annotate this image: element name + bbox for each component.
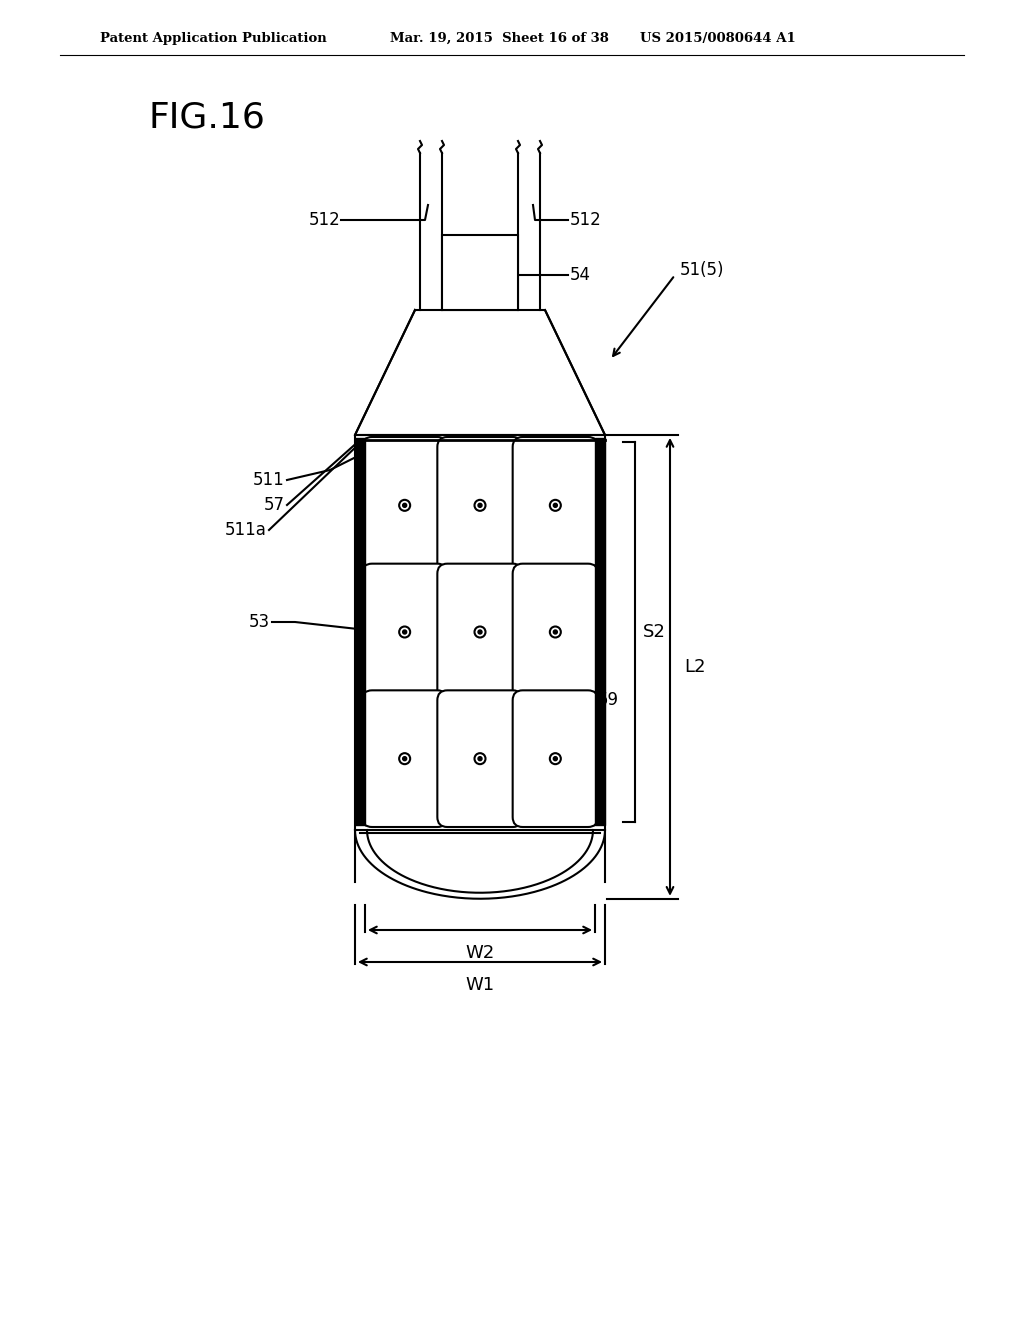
Text: L2: L2: [684, 657, 706, 676]
Circle shape: [553, 503, 557, 507]
Text: US 2015/0080644 A1: US 2015/0080644 A1: [640, 32, 796, 45]
Circle shape: [478, 503, 482, 507]
Text: S2: S2: [643, 623, 666, 642]
Text: 59: 59: [598, 690, 618, 709]
Text: Patent Application Publication: Patent Application Publication: [100, 32, 327, 45]
Circle shape: [478, 630, 482, 634]
Circle shape: [553, 630, 557, 634]
Text: 511a: 511a: [225, 521, 267, 539]
Circle shape: [478, 756, 482, 760]
Text: 57: 57: [264, 496, 285, 513]
Text: 512: 512: [570, 211, 602, 228]
Circle shape: [553, 756, 557, 760]
Text: 54: 54: [570, 267, 591, 284]
Text: 53: 53: [249, 612, 270, 631]
FancyBboxPatch shape: [513, 437, 598, 574]
FancyBboxPatch shape: [437, 690, 522, 828]
Text: W1: W1: [466, 975, 495, 994]
Bar: [355, 436, 605, 830]
Polygon shape: [355, 310, 605, 436]
FancyBboxPatch shape: [513, 690, 598, 828]
Text: 511: 511: [253, 471, 285, 488]
Bar: [442, 235, 518, 310]
FancyBboxPatch shape: [362, 437, 447, 574]
Text: 512: 512: [308, 211, 340, 228]
FancyBboxPatch shape: [362, 690, 447, 828]
Text: FIG.16: FIG.16: [148, 100, 265, 135]
FancyBboxPatch shape: [437, 564, 522, 701]
Circle shape: [402, 630, 407, 634]
Circle shape: [402, 756, 407, 760]
Text: 51(5): 51(5): [680, 261, 725, 279]
Circle shape: [402, 503, 407, 507]
Text: Mar. 19, 2015  Sheet 16 of 38: Mar. 19, 2015 Sheet 16 of 38: [390, 32, 609, 45]
Text: W2: W2: [465, 944, 495, 962]
FancyBboxPatch shape: [513, 564, 598, 701]
FancyBboxPatch shape: [437, 437, 522, 574]
FancyBboxPatch shape: [362, 564, 447, 701]
Text: 59: 59: [573, 455, 594, 474]
